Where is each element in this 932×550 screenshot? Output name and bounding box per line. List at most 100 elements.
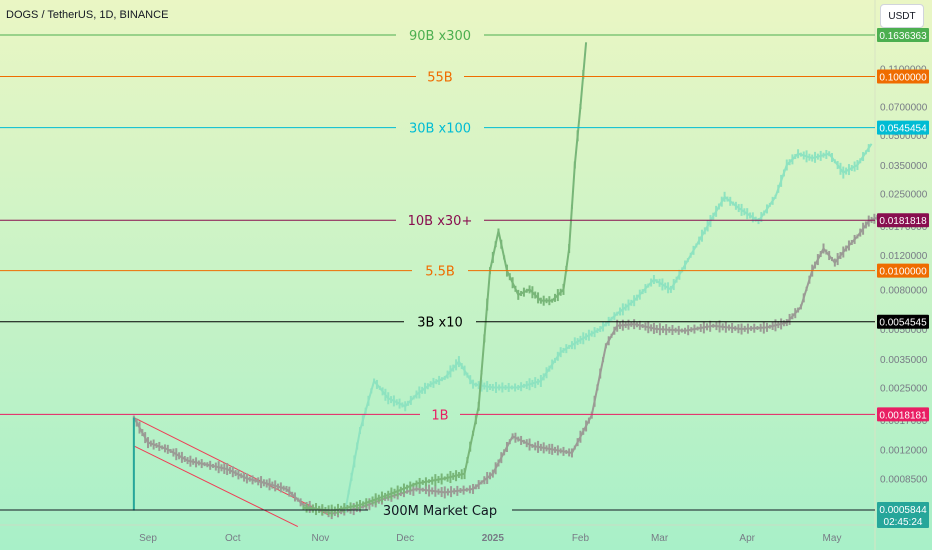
- candle: [602, 321, 605, 332]
- candle: [407, 400, 410, 406]
- price-tick-label: 0.0012000: [880, 445, 928, 456]
- price-tag-box: [877, 213, 929, 228]
- candle: [579, 335, 582, 344]
- listing-candle: [132, 417, 135, 511]
- price-tag-value: 0.0054545: [879, 318, 927, 329]
- price-tag-value: 0.0018181: [879, 410, 927, 421]
- candle: [365, 498, 368, 508]
- candle: [831, 153, 833, 163]
- candle: [149, 440, 152, 447]
- candle: [627, 299, 630, 311]
- candle: [867, 215, 870, 227]
- candle: [816, 153, 819, 160]
- candle: [647, 283, 650, 288]
- candle: [593, 327, 596, 338]
- candle: [457, 356, 460, 368]
- candle: [828, 151, 831, 157]
- candle: [757, 218, 760, 225]
- candle: [565, 265, 568, 272]
- candle: [163, 444, 166, 453]
- candle: [418, 477, 421, 488]
- candle: [364, 407, 367, 414]
- candle: [576, 338, 579, 346]
- candle: [551, 298, 554, 303]
- candle: [604, 321, 607, 327]
- candle: [277, 483, 280, 490]
- candle: [780, 318, 783, 330]
- candle: [712, 323, 715, 328]
- candle: [751, 212, 754, 223]
- candle: [740, 323, 743, 335]
- candle: [720, 196, 723, 207]
- candle: [542, 373, 545, 381]
- candle: [501, 382, 504, 393]
- candle: [531, 443, 534, 448]
- candle: [248, 476, 251, 482]
- candle: [426, 383, 429, 390]
- price-tag-box: [877, 69, 929, 84]
- candle: [862, 152, 865, 162]
- candle: [743, 325, 746, 332]
- candle: [721, 323, 724, 331]
- candle: [551, 443, 554, 455]
- candle: [816, 254, 819, 266]
- candle: [443, 486, 446, 499]
- candle: [668, 326, 671, 333]
- level-label: 5.5B: [425, 265, 455, 280]
- candle: [619, 321, 622, 329]
- candle: [828, 251, 831, 261]
- price-tag-box: [877, 120, 929, 135]
- candle: [635, 294, 638, 301]
- time-tick-label: Dec: [396, 533, 414, 544]
- candle: [556, 289, 559, 302]
- candle: [374, 493, 377, 506]
- candle: [352, 503, 355, 516]
- candle: [856, 160, 859, 171]
- candle: [528, 378, 531, 391]
- candle: [610, 316, 613, 321]
- candle: [703, 227, 706, 235]
- candle: [431, 476, 434, 485]
- candle: [245, 473, 248, 484]
- candle: [746, 208, 749, 220]
- candle: [845, 167, 848, 175]
- candle: [613, 312, 616, 321]
- candle: [782, 320, 785, 327]
- candle: [520, 382, 523, 392]
- candle: [644, 322, 647, 331]
- candle: [788, 159, 791, 166]
- candle: [568, 344, 571, 349]
- horizontal-levels: 90B x300 55B 30B x100 10B x30+ 5.5B 3B x10 1B 3…: [0, 29, 875, 519]
- candle: [822, 243, 825, 254]
- candle: [437, 488, 440, 495]
- candle: [619, 307, 622, 316]
- candle: [508, 439, 511, 445]
- candle: [517, 436, 520, 442]
- candle: [819, 150, 822, 161]
- candle: [576, 130, 579, 142]
- candle: [873, 213, 876, 224]
- candle: [398, 398, 401, 409]
- candle: [396, 485, 399, 497]
- currency-unit-button[interactable]: USDT: [880, 4, 924, 28]
- candle: [220, 464, 223, 472]
- candle: [624, 321, 627, 328]
- candle: [528, 438, 531, 451]
- candle: [260, 476, 263, 489]
- candle: [740, 203, 743, 216]
- candle: [195, 457, 198, 468]
- candle: [579, 104, 582, 110]
- candle: [158, 441, 161, 451]
- candle: [684, 260, 687, 270]
- candle: [152, 439, 155, 450]
- candle: [432, 377, 435, 388]
- candle: [689, 252, 692, 258]
- candle: [406, 489, 409, 494]
- candle: [434, 474, 437, 487]
- time-tick-label: Nov: [312, 533, 330, 544]
- candle: [483, 476, 486, 485]
- price-tick-label: 0.0120000: [880, 251, 928, 262]
- candle: [768, 202, 771, 207]
- candle: [702, 321, 705, 334]
